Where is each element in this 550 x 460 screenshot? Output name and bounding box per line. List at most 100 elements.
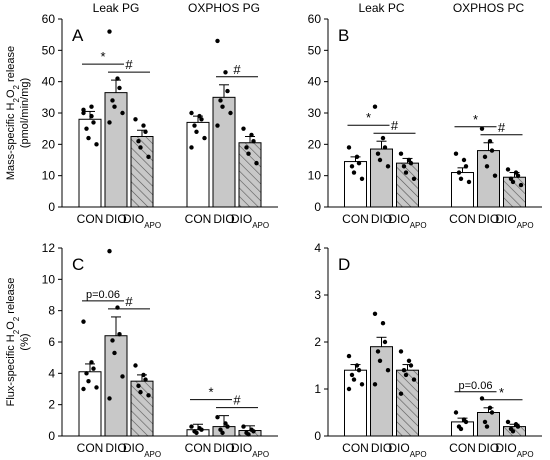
data-point bbox=[401, 164, 407, 169]
data-point bbox=[372, 382, 378, 387]
x-tick-label: DIO bbox=[213, 441, 234, 455]
data-point bbox=[515, 173, 521, 178]
data-point bbox=[515, 424, 521, 429]
data-point bbox=[228, 110, 233, 116]
x-tick-label: CON bbox=[449, 441, 476, 455]
data-point bbox=[351, 170, 357, 175]
data-point bbox=[138, 389, 143, 395]
data-point bbox=[346, 145, 352, 150]
data-point bbox=[403, 372, 409, 378]
data-point bbox=[458, 176, 464, 181]
y-axis-unit: (%) bbox=[19, 333, 31, 350]
data-point bbox=[141, 372, 146, 378]
data-point bbox=[403, 170, 409, 175]
data-point bbox=[143, 377, 148, 382]
y-tick-label: 10 bbox=[42, 272, 56, 286]
data-point bbox=[382, 339, 388, 345]
x-tick-label: DIOAPO bbox=[123, 212, 161, 230]
y-axis-title: Flux-specific H2O2 release bbox=[5, 278, 21, 407]
bar bbox=[104, 335, 128, 437]
group-title: OXPHOS PG bbox=[188, 1, 260, 15]
data-point bbox=[398, 349, 404, 354]
x-tick-label: DIOAPO bbox=[231, 212, 269, 230]
data-point bbox=[241, 126, 246, 131]
data-point bbox=[133, 363, 138, 368]
bar bbox=[130, 380, 154, 437]
y-tick-label: 4 bbox=[48, 366, 55, 380]
data-point bbox=[112, 104, 117, 109]
x-tick-label: CON bbox=[342, 441, 369, 455]
data-point bbox=[505, 419, 511, 425]
data-point bbox=[375, 151, 381, 156]
data-point bbox=[349, 164, 355, 169]
data-point bbox=[484, 164, 490, 169]
data-point bbox=[411, 377, 417, 382]
significance-label: # bbox=[125, 57, 133, 72]
data-point bbox=[91, 366, 96, 371]
data-point bbox=[86, 135, 91, 141]
y-tick-label: 20 bbox=[308, 137, 322, 151]
data-point bbox=[354, 363, 360, 368]
data-point bbox=[120, 374, 125, 379]
y-tick-label: 0 bbox=[48, 429, 55, 443]
data-point bbox=[349, 372, 355, 378]
data-point bbox=[199, 427, 204, 432]
data-point bbox=[244, 145, 249, 150]
y-tick-label: 60 bbox=[42, 12, 56, 26]
data-point bbox=[136, 139, 141, 144]
data-point bbox=[380, 135, 386, 141]
bar bbox=[78, 118, 102, 208]
data-point bbox=[359, 382, 365, 387]
data-point bbox=[453, 410, 459, 415]
data-point bbox=[138, 145, 143, 150]
data-point bbox=[463, 164, 469, 169]
y-tick-label: 50 bbox=[308, 43, 322, 57]
x-tick-label: DIOAPO bbox=[388, 441, 426, 459]
data-point bbox=[346, 386, 352, 392]
data-point bbox=[146, 154, 151, 160]
data-point bbox=[356, 368, 362, 373]
x-tick-label: DIO bbox=[105, 441, 126, 455]
data-point bbox=[246, 432, 251, 437]
x-tick-label: CON bbox=[449, 212, 476, 226]
data-point bbox=[492, 173, 498, 178]
data-point bbox=[401, 368, 407, 373]
significance-label: p=0.06 bbox=[459, 380, 493, 392]
y-tick-label: 8 bbox=[48, 304, 55, 318]
data-point bbox=[218, 98, 223, 103]
bar bbox=[477, 412, 500, 437]
data-point bbox=[510, 429, 516, 434]
y-tick-label: 30 bbox=[308, 106, 322, 120]
data-point bbox=[223, 421, 228, 426]
x-tick-label: DIO bbox=[371, 212, 392, 226]
y-tick-label: 1 bbox=[314, 382, 321, 396]
bar bbox=[370, 148, 393, 208]
data-point bbox=[408, 160, 414, 166]
significance-label: * bbox=[208, 385, 213, 400]
x-tick-label: CON bbox=[77, 212, 104, 226]
panel-c: 0 2 4 6 8 10 12 C Flux-specific H2O2 release(%) C… bbox=[5, 241, 278, 459]
data-point bbox=[107, 396, 112, 401]
data-point bbox=[466, 179, 472, 185]
data-point bbox=[192, 123, 197, 128]
data-point bbox=[220, 430, 225, 436]
data-point bbox=[482, 419, 488, 425]
data-point bbox=[351, 377, 357, 382]
x-tick-label: DIO bbox=[478, 212, 499, 226]
panel-letter: C bbox=[72, 255, 84, 274]
x-tick-label: DIOAPO bbox=[388, 212, 426, 230]
data-point bbox=[482, 154, 488, 160]
data-point bbox=[117, 331, 122, 337]
data-point bbox=[487, 139, 493, 144]
data-point bbox=[215, 123, 220, 128]
data-point bbox=[458, 426, 464, 432]
data-point bbox=[197, 113, 202, 119]
data-point bbox=[89, 104, 94, 109]
data-point bbox=[382, 145, 388, 150]
data-point bbox=[359, 176, 365, 181]
data-point bbox=[408, 363, 414, 368]
data-point bbox=[406, 157, 412, 163]
data-point bbox=[489, 148, 495, 153]
